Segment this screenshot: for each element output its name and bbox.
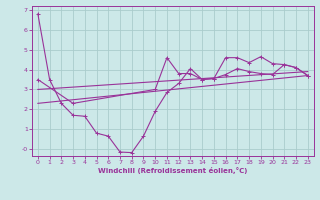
X-axis label: Windchill (Refroidissement éolien,°C): Windchill (Refroidissement éolien,°C) xyxy=(98,167,247,174)
